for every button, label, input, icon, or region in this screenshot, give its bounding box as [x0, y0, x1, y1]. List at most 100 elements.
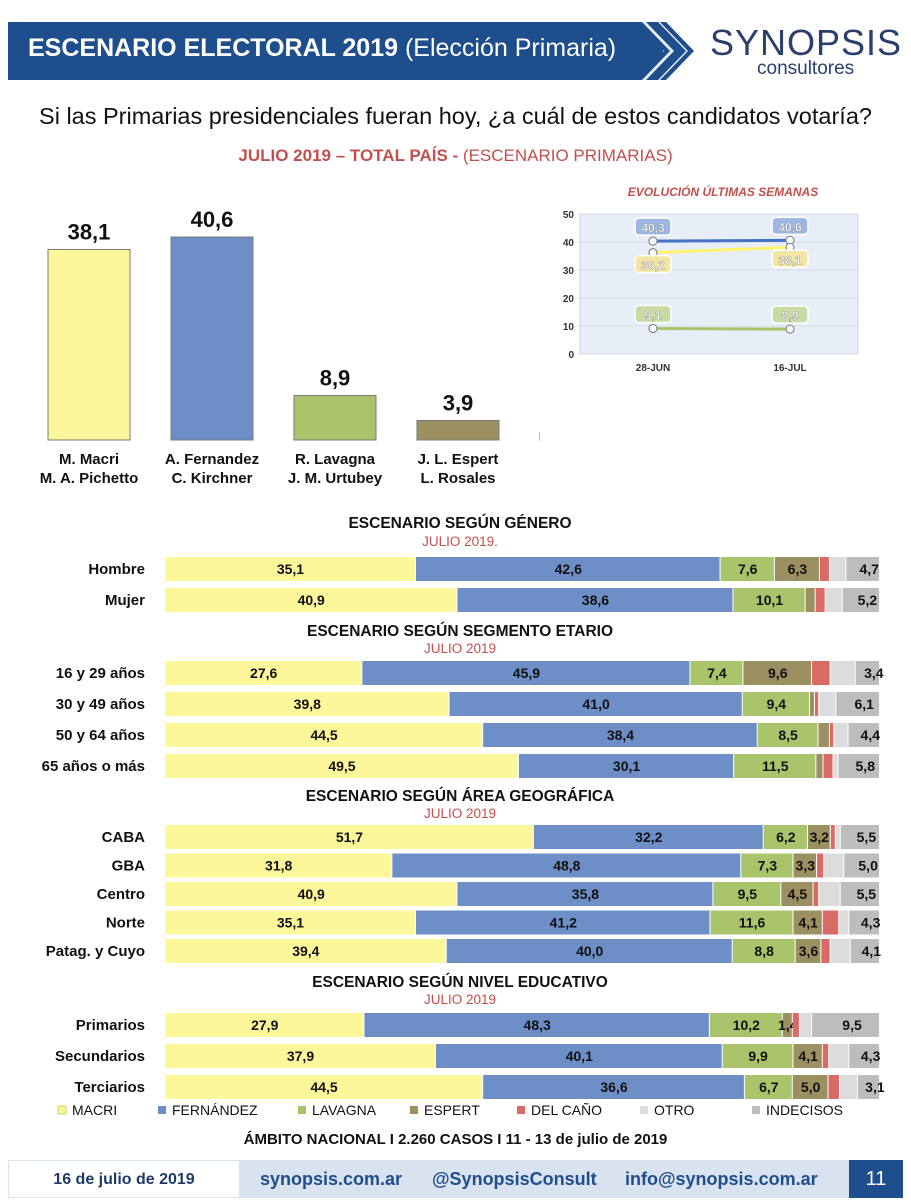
segment-3-1-0 [165, 1044, 435, 1068]
segment-2-1-2 [741, 853, 793, 878]
page-number: 11 [849, 1160, 903, 1198]
segment-1-3-3 [816, 754, 823, 778]
segment-label-2-1-0: 31,8 [265, 858, 292, 874]
evo-chart-title: EVOLUCIÓN ÚLTIMAS SEMANAS [628, 184, 818, 199]
segment-2-1-3 [793, 853, 817, 878]
segment-3-2-6 [857, 1075, 879, 1099]
segment-1-2-5 [834, 723, 848, 747]
segment-2-4-0 [165, 939, 446, 963]
segment-3-2-5 [839, 1075, 857, 1099]
header-bar [8, 22, 663, 80]
segment-2-4-1 [446, 939, 732, 963]
segment-label-0-0-3: 6,3 [788, 561, 808, 577]
evo-label-bg-1-0 [634, 254, 672, 274]
segment-3-1-4 [822, 1044, 829, 1068]
segment-label-3-2-2: 6,7 [759, 1079, 779, 1095]
segment-3-0-4 [792, 1013, 799, 1037]
segment-2-0-6 [840, 825, 879, 849]
segment-2-2-2 [713, 882, 781, 906]
row-label-1-2: 50 y 64 años [56, 727, 145, 744]
segment-1-2-0 [165, 723, 483, 747]
segment-label-2-1-1: 48,8 [553, 858, 580, 874]
segment-label-3-0-6: 9,5 [842, 1017, 862, 1033]
evo-ytick-0: 0 [568, 350, 574, 361]
segment-label-2-2-1: 35,8 [572, 886, 599, 902]
segment-1-1-5 [819, 692, 836, 716]
segment-2-1-0 [165, 853, 392, 878]
footer-date: 16 de julio de 2019 [8, 1160, 240, 1198]
bar-2 [293, 395, 377, 441]
bar-category-label-3-1: L. Rosales [420, 470, 495, 487]
evo-point-label-0-0: 40,3 [641, 221, 665, 235]
segment-2-2-4 [813, 882, 819, 906]
bar-0 [47, 249, 131, 441]
segment-1-1-4 [814, 692, 819, 716]
segment-label-2-3-0: 35,1 [277, 915, 304, 931]
segment-label-1-0-2: 7,4 [707, 665, 727, 681]
segment-2-1-4 [817, 853, 824, 878]
bar-value-label-1: 40,6 [191, 207, 234, 232]
segment-0-0-0 [165, 557, 415, 581]
segment-2-2-3 [781, 882, 813, 906]
segment-label-3-1-0: 37,9 [287, 1048, 314, 1064]
evo-label-bg-2-0 [634, 304, 672, 324]
segment-label-2-1-6: 5,0 [858, 858, 878, 874]
segment-label-1-0-1: 45,9 [513, 665, 540, 681]
subtitle-bold: JULIO 2019 – TOTAL PAÍS - [238, 146, 459, 165]
segment-label-0-1-1: 38,6 [582, 592, 609, 608]
segment-label-1-3-6: 5,8 [856, 758, 876, 774]
row-label-1-1: 30 y 49 años [56, 696, 145, 713]
segment-0-1-6 [842, 588, 879, 612]
footer-twitter-link[interactable]: @SynopsisConsult [432, 1169, 597, 1189]
group-date-2: JULIO 2019 [424, 806, 496, 821]
row-label-3-2: Terciarios [74, 1079, 145, 1096]
segment-label-2-2-2: 9,5 [738, 886, 758, 902]
segment-label-2-3-1: 41,2 [550, 915, 577, 931]
evo-label-bg-0-1 [771, 216, 809, 236]
segment-label-0-1-6: 5,2 [858, 592, 878, 608]
segment-0-0-5 [829, 557, 846, 581]
segment-label-3-1-6: 4,3 [861, 1048, 881, 1064]
segment-1-1-1 [449, 692, 742, 716]
segment-label-0-1-2: 10,1 [756, 592, 783, 608]
legend-swatch-0 [57, 1105, 67, 1115]
segment-label-2-4-3: 3,6 [799, 943, 819, 959]
evo-line-2 [652, 327, 791, 331]
segment-2-3-0 [165, 910, 415, 935]
segment-label-1-1-2: 9,4 [767, 696, 787, 712]
segment-label-1-2-6: 4,4 [861, 727, 881, 743]
group-date-0: JULIO 2019. [422, 534, 498, 549]
legend-label-2: LAVAGNA [312, 1102, 377, 1118]
segment-label-2-1-3: 3,3 [796, 858, 816, 874]
header-title: ESCENARIO ELECTORAL 2019 (Elección Prima… [28, 34, 616, 63]
segment-label-0-0-6: 4,7 [859, 561, 879, 577]
bar-category-label-1-1: C. Kirchner [172, 470, 253, 487]
evo-line-0 [652, 238, 791, 243]
segment-3-0-3 [782, 1013, 792, 1037]
row-label-2-4: Patag. y Cuyo [46, 943, 145, 960]
footer-website-link[interactable]: synopsis.com.ar [260, 1169, 403, 1189]
segment-0-0-6 [846, 557, 879, 581]
segment-label-2-4-0: 39,4 [292, 943, 319, 959]
evolution-line-chart: EVOLUCIÓN ÚLTIMAS SEMANAS 0 10 20 30 40 50 28-J… [563, 184, 859, 374]
footnote: ÁMBITO NACIONAL I 2.260 CASOS I 11 - 13 … [243, 1131, 668, 1148]
legend-label-1: FERNÁNDEZ [172, 1102, 258, 1118]
legend-label-3: ESPERT [424, 1102, 480, 1118]
segment-1-0-5 [830, 661, 855, 685]
segment-2-0-3 [807, 825, 830, 849]
segment-1-0-2 [690, 661, 743, 685]
legend-swatch-1 [158, 1106, 166, 1114]
footer-email-link[interactable]: info@synopsis.com.ar [625, 1169, 818, 1189]
segment-1-1-0 [165, 692, 449, 716]
segment-label-3-2-3: 5,0 [801, 1079, 821, 1095]
row-label-2-1: GBA [112, 858, 146, 875]
segment-label-1-1-1: 41,0 [583, 696, 610, 712]
evo-point-0-0 [648, 236, 658, 246]
evo-label-bg-1-1 [771, 249, 809, 269]
segment-3-0-6 [812, 1013, 879, 1037]
segment-1-1-2 [742, 692, 809, 716]
segment-2-1-1 [392, 853, 741, 878]
segment-3-0-0 [165, 1013, 364, 1037]
evo-line-1 [652, 245, 791, 255]
segment-2-3-3 [793, 910, 822, 935]
